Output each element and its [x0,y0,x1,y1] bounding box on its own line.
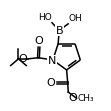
Text: N: N [48,56,56,65]
Text: OH: OH [69,14,82,23]
Text: O: O [69,93,78,103]
Text: B: B [55,26,63,36]
Text: O: O [19,54,27,64]
Text: HO: HO [38,13,52,22]
Text: CH₃: CH₃ [77,94,94,103]
Text: O: O [47,78,56,88]
Text: O: O [35,36,43,46]
